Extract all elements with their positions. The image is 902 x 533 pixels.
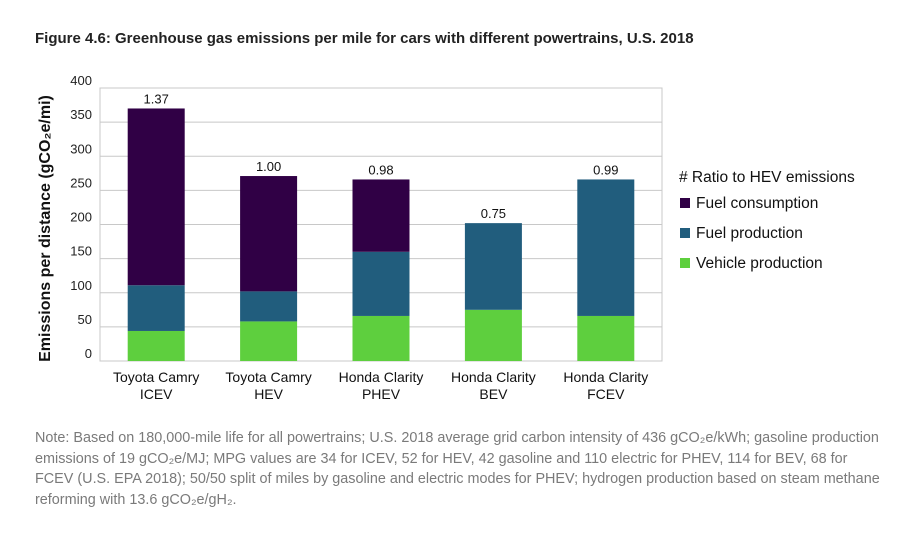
figure-title: Figure 4.6: Greenhouse gas emissions per… xyxy=(35,30,694,47)
legend-swatch xyxy=(680,258,690,268)
x-category-label: HEV xyxy=(254,386,283,402)
x-category-label: Honda Clarity xyxy=(339,369,424,385)
bar-segment-fuel-production xyxy=(577,179,635,316)
x-category-label: ICEV xyxy=(140,386,173,402)
bar-data-label: 1.00 xyxy=(256,159,281,174)
x-category-label: Toyota Camry xyxy=(225,369,311,385)
x-category-label: Honda Clarity xyxy=(451,369,536,385)
y-tick-label: 0 xyxy=(85,346,92,361)
y-tick-label: 200 xyxy=(70,210,92,225)
x-category-label: PHEV xyxy=(362,386,401,402)
y-tick-label: 250 xyxy=(70,175,92,190)
legend-swatch xyxy=(680,198,690,208)
legend-item-label: Vehicle production xyxy=(696,255,823,272)
y-tick-label: 150 xyxy=(70,244,92,259)
bar-segment-fuel-production xyxy=(464,223,522,310)
bar-segment-vehicle-production xyxy=(577,315,635,361)
x-category-label: Toyota Camry xyxy=(113,369,199,385)
bar-segment-fuel-consumption xyxy=(127,108,185,286)
y-tick-label: 50 xyxy=(78,312,92,327)
bar-segment-vehicle-production xyxy=(240,321,298,361)
y-tick-label: 100 xyxy=(70,278,92,293)
y-tick-label: 350 xyxy=(70,107,92,122)
bar-data-label: 0.99 xyxy=(593,162,618,177)
y-tick-label: 300 xyxy=(70,141,92,156)
bar-segment-fuel-production xyxy=(240,291,298,322)
stacked-bar-chart: 0 50 100 150 200 250 300 350 400 Emissions per di… xyxy=(37,73,855,402)
x-category-label: Honda Clarity xyxy=(563,369,648,385)
x-category-label: FCEV xyxy=(587,386,625,402)
y-tick-label: 400 xyxy=(70,73,92,88)
bar-data-label: 1.37 xyxy=(144,91,169,106)
figure-note: Note: Based on 180,000-mile life for all… xyxy=(35,430,880,508)
legend-item-label: Fuel consumption xyxy=(696,195,818,212)
bar-segment-vehicle-production xyxy=(464,309,522,361)
x-category-label: BEV xyxy=(479,386,508,402)
bar-segment-vehicle-production xyxy=(127,330,185,361)
bar-segment-fuel-production xyxy=(127,285,185,331)
legend-title: # Ratio to HEV emissions xyxy=(679,169,855,186)
bar-segment-fuel-consumption xyxy=(240,176,298,292)
legend-swatch xyxy=(680,228,690,238)
bar-data-label: 0.98 xyxy=(368,162,393,177)
bar-segment-fuel-consumption xyxy=(352,179,410,252)
y-axis-label: Emissions per distance (gCO₂e/mi) xyxy=(37,95,54,362)
bar-data-label: 0.75 xyxy=(481,206,506,221)
legend-item-label: Fuel production xyxy=(696,225,803,242)
bar-segment-fuel-production xyxy=(352,251,410,316)
bar-segment-vehicle-production xyxy=(352,315,410,361)
